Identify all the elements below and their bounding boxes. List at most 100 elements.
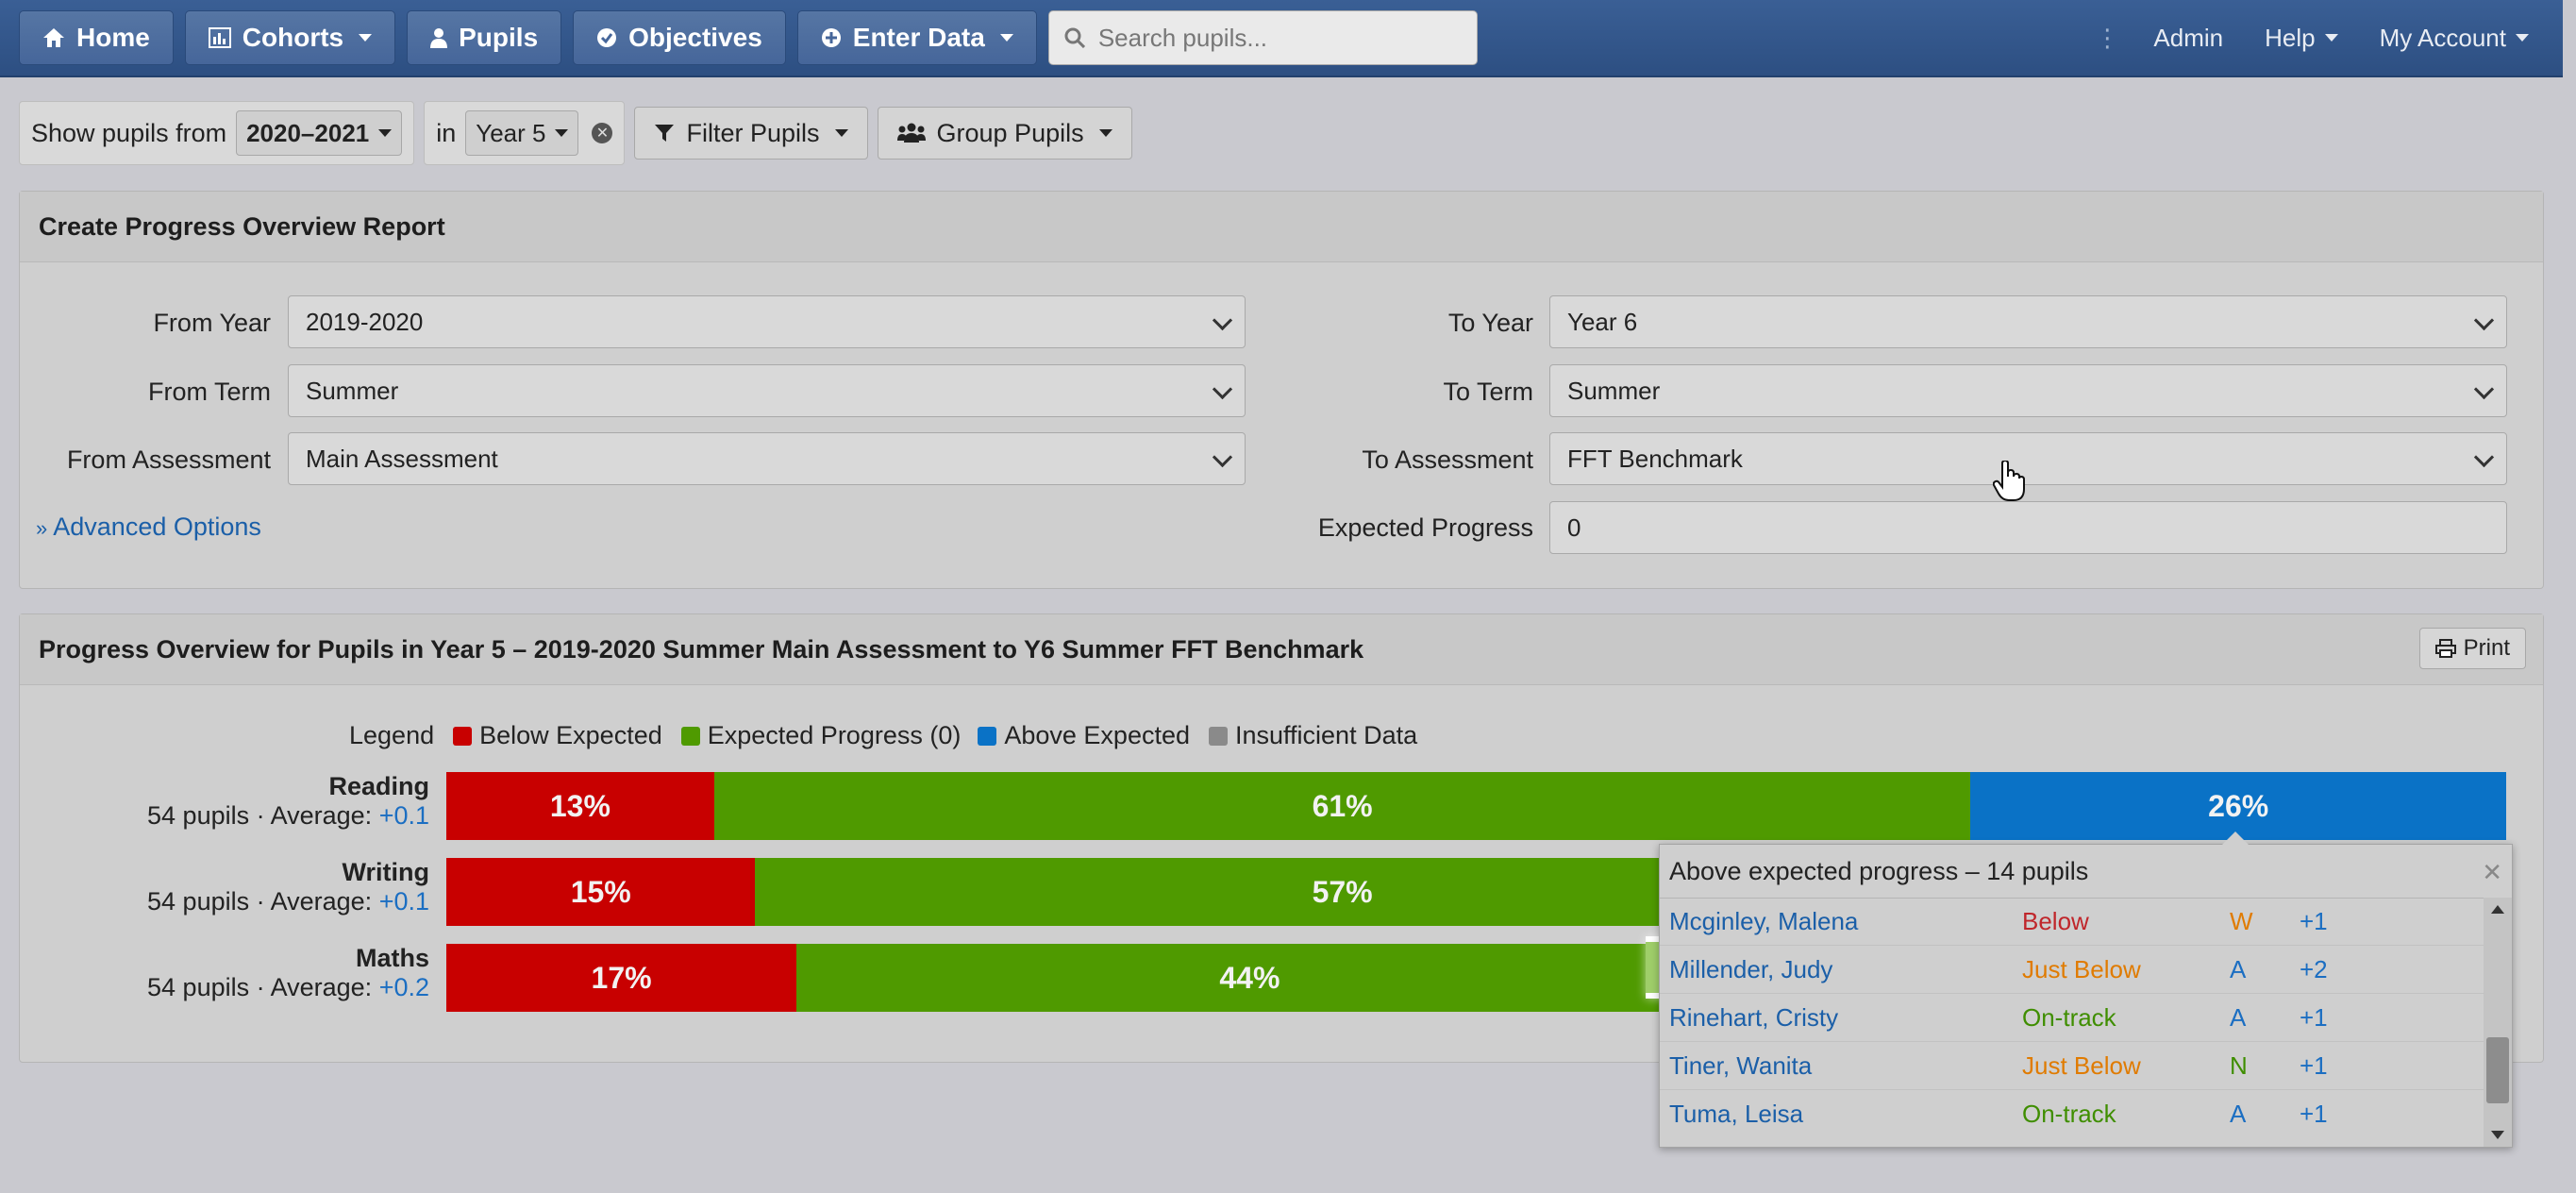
close-icon[interactable]: ✕ bbox=[2482, 858, 2502, 886]
expected-progress-input[interactable]: 0 bbox=[1549, 501, 2507, 554]
nav-pupils-button[interactable]: Pupils bbox=[407, 10, 562, 65]
search-input[interactable]: Search pupils... bbox=[1047, 10, 1478, 65]
filter-bar: Show pupils from 2020–2021 in Year 5 ✕ F… bbox=[19, 101, 1132, 165]
bar-segment-below[interactable]: 17% bbox=[446, 944, 797, 1012]
bar-chart-icon bbox=[208, 27, 231, 48]
bar-segment-label: 57% bbox=[1312, 874, 1373, 909]
bar-segment-above[interactable]: 26% bbox=[1970, 772, 2506, 840]
nav-objectives-button[interactable]: Objectives bbox=[573, 10, 786, 65]
bar-segment-below[interactable]: 13% bbox=[446, 772, 714, 840]
scroll-down-icon[interactable] bbox=[2491, 1131, 2504, 1139]
from-assessment-label: From Assessment bbox=[66, 445, 271, 474]
pupil-grade: A bbox=[2230, 1002, 2247, 1032]
group-pupils-button[interactable]: Group Pupils bbox=[877, 107, 1132, 160]
plus-circle-icon bbox=[821, 28, 841, 47]
scroll-thumb[interactable] bbox=[2486, 1037, 2509, 1103]
nav-cohorts-button[interactable]: Cohorts bbox=[184, 10, 396, 65]
advanced-options-label: Advanced Options bbox=[53, 512, 261, 541]
nav-help-menu[interactable]: Help bbox=[2265, 24, 2338, 53]
clear-class-icon[interactable]: ✕ bbox=[592, 123, 613, 143]
to-assessment-value: FFT Benchmark bbox=[1567, 444, 1743, 473]
row-label-writing: Writing 54 pupils · Average: +0.1 bbox=[146, 858, 429, 916]
from-assessment-select[interactable]: Main Assessment bbox=[288, 432, 1246, 485]
pupil-status: On-track bbox=[2022, 1002, 2116, 1032]
nav-enter-data-button[interactable]: Enter Data bbox=[796, 10, 1037, 65]
legend-swatch-below bbox=[453, 726, 473, 746]
chevron-down-icon bbox=[378, 129, 393, 137]
hand-cursor-icon bbox=[1993, 461, 2025, 501]
bar-segment-below[interactable]: 15% bbox=[446, 858, 756, 926]
nav-right-menu: ⋮ Admin Help My Account bbox=[2095, 0, 2563, 76]
pupil-row[interactable]: Tuma, Leisa On-track A +1 bbox=[1660, 1090, 2484, 1138]
legend-below: Below Expected bbox=[479, 721, 662, 749]
to-term-select[interactable]: Summer bbox=[1549, 364, 2507, 417]
pupil-progress: +1 bbox=[2300, 1002, 2328, 1032]
pupil-progress: +1 bbox=[2300, 1100, 2328, 1128]
row-label-maths: Maths 54 pupils · Average: +0.2 bbox=[146, 944, 429, 1002]
class-filter-group: in Year 5 ✕ bbox=[424, 101, 626, 165]
to-year-value: Year 6 bbox=[1567, 307, 1638, 336]
filter-pupils-button[interactable]: Filter Pupils bbox=[634, 107, 868, 160]
pupil-row[interactable]: Tiner, Wanita Just Below N +1 bbox=[1660, 1042, 2484, 1090]
from-term-select[interactable]: Summer bbox=[288, 364, 1246, 417]
pupil-status: On-track bbox=[2022, 1100, 2116, 1128]
pupil-row[interactable]: Rinehart, Cristy On-track A +1 bbox=[1660, 994, 2484, 1042]
pupil-status: Below bbox=[2022, 906, 2089, 935]
legend-title: Legend bbox=[349, 721, 435, 749]
print-button[interactable]: Print bbox=[2418, 628, 2526, 669]
pupil-name[interactable]: Mcginley, Malena bbox=[1669, 906, 1859, 935]
filter-pupils-label: Filter Pupils bbox=[686, 118, 820, 147]
average-value[interactable]: +0.1 bbox=[378, 887, 429, 916]
pupil-progress: +1 bbox=[2300, 1050, 2328, 1080]
nav-home-button[interactable]: Home bbox=[19, 10, 174, 65]
bar-segment-label: 44% bbox=[1219, 960, 1280, 995]
popover-pupil-list: Mcginley, Malena Below W +1 Millender, J… bbox=[1660, 898, 2484, 1138]
pupil-status: Just Below bbox=[2022, 1050, 2141, 1080]
nav-admin-link[interactable]: Admin bbox=[2153, 23, 2224, 52]
chevron-down-icon bbox=[834, 129, 848, 137]
nav-enter-data-label: Enter Data bbox=[852, 23, 985, 52]
pupil-name[interactable]: Rinehart, Cristy bbox=[1669, 1002, 1839, 1032]
from-year-select[interactable]: 2019-2020 bbox=[288, 295, 1246, 348]
legend-insufficient: Insufficient Data bbox=[1235, 721, 1418, 749]
pupil-count: 54 pupils · Average: bbox=[147, 973, 379, 1001]
pupil-grade: A bbox=[2230, 1100, 2247, 1128]
to-assessment-select[interactable]: FFT Benchmark bbox=[1549, 432, 2507, 485]
show-from-label: Show pupils from bbox=[31, 118, 227, 147]
group-pupils-label: Group Pupils bbox=[936, 118, 1084, 147]
chevron-down-icon bbox=[1212, 446, 1233, 468]
scroll-up-icon[interactable] bbox=[2491, 905, 2504, 914]
chevron-down-icon bbox=[2473, 378, 2495, 400]
row-label-reading: Reading 54 pupils · Average: +0.1 bbox=[146, 772, 429, 831]
bar-segment-expected[interactable]: 44% bbox=[796, 944, 1703, 1012]
bar-segment-label: 17% bbox=[591, 960, 652, 995]
popover-scrollbar[interactable] bbox=[2484, 898, 2512, 1147]
pupil-status: Just Below bbox=[2022, 954, 2141, 983]
chevron-down-icon bbox=[1212, 310, 1233, 331]
nav-account-menu[interactable]: My Account bbox=[2380, 24, 2529, 53]
from-term-value: Summer bbox=[306, 376, 399, 405]
chevron-down-icon bbox=[359, 34, 373, 42]
to-year-select[interactable]: Year 6 bbox=[1549, 295, 2507, 348]
popover-title: Above expected progress – 14 pupils bbox=[1669, 856, 2089, 885]
double-chevron-down-icon: » bbox=[36, 516, 48, 540]
nav-cohorts-label: Cohorts bbox=[242, 23, 344, 52]
pupil-name[interactable]: Tuma, Leisa bbox=[1669, 1100, 1804, 1128]
academic-year-select[interactable]: 2020–2021 bbox=[236, 110, 403, 156]
bar-segment-expected[interactable]: 61% bbox=[713, 772, 1971, 840]
bar-reading: 13% 61% 26% bbox=[446, 772, 2506, 840]
pupil-row[interactable]: Mcginley, Malena Below W +1 bbox=[1660, 898, 2484, 946]
subject-name: Maths bbox=[355, 944, 429, 972]
pupil-name[interactable]: Tiner, Wanita bbox=[1669, 1050, 1813, 1080]
class-select[interactable]: Year 5 bbox=[465, 110, 579, 156]
chevron-down-icon bbox=[555, 129, 569, 137]
pupil-row[interactable]: Millender, Judy Just Below A +2 bbox=[1660, 946, 2484, 994]
vertical-dots-icon[interactable]: ⋮ bbox=[2095, 23, 2119, 52]
average-value[interactable]: +0.1 bbox=[378, 801, 429, 830]
advanced-options-link[interactable]: » Advanced Options bbox=[36, 512, 261, 542]
chevron-down-icon bbox=[2324, 34, 2338, 42]
legend-swatch-insufficient bbox=[1209, 726, 1228, 746]
pupil-name[interactable]: Millender, Judy bbox=[1669, 954, 1833, 983]
average-value[interactable]: +0.2 bbox=[378, 973, 429, 1001]
from-assessment-value: Main Assessment bbox=[306, 444, 498, 473]
